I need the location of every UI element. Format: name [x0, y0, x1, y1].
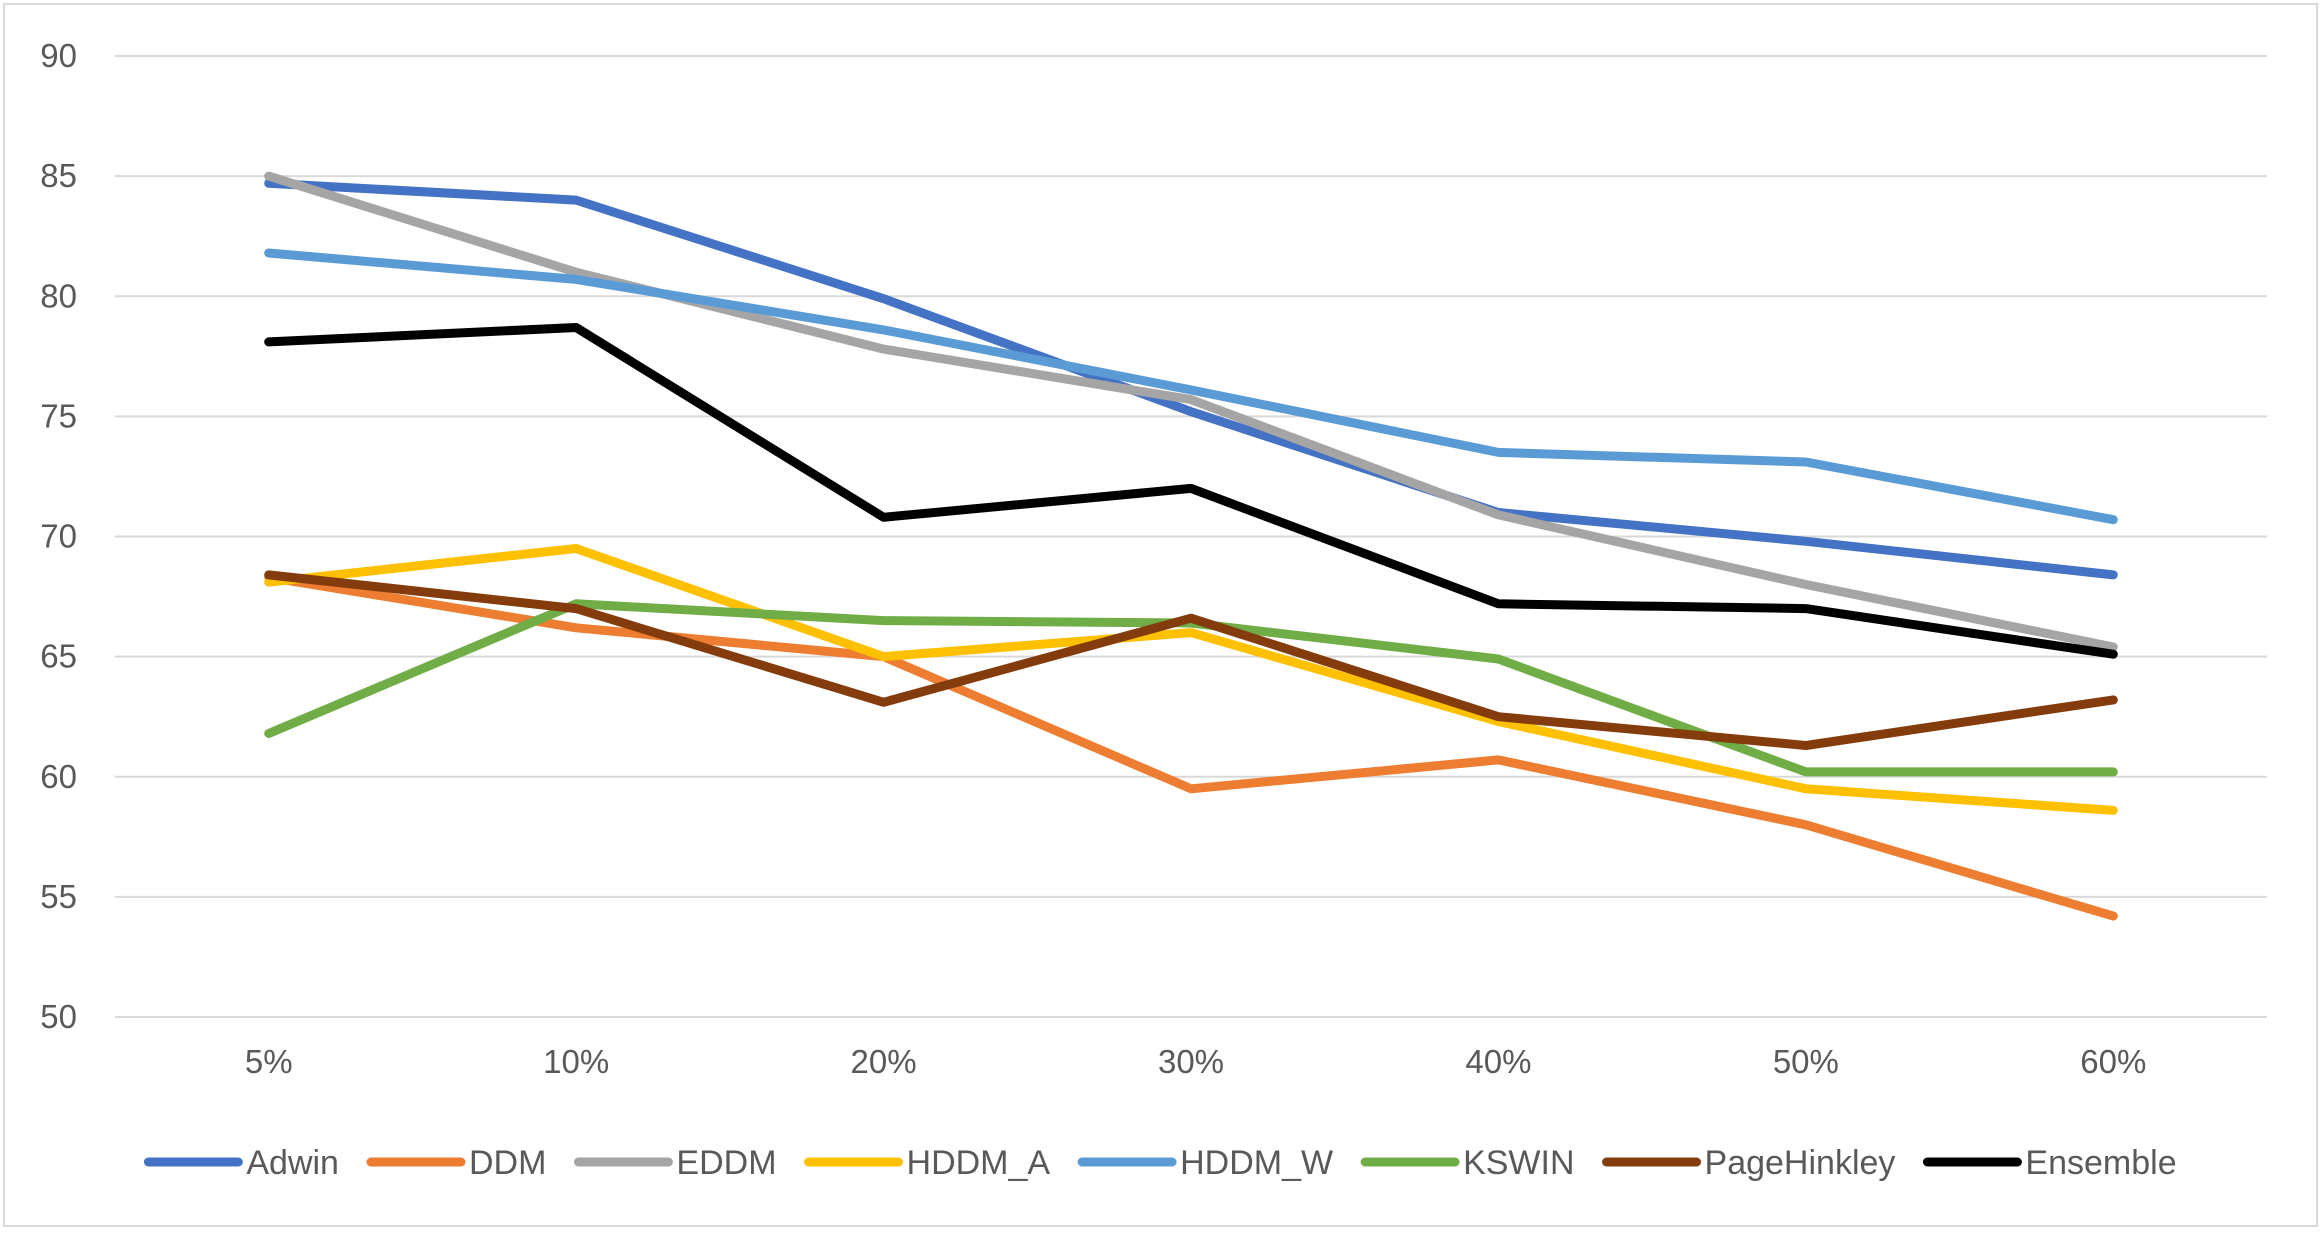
chart-frame: 50 55 60 65 70 75 80 85 90 5% 10% 20% 30% 40% 50% 60% …	[3, 3, 2318, 1227]
y-tick-label: 90	[40, 37, 77, 74]
x-axis-tick-labels: 5% 10% 20% 30% 40% 50% 60%	[245, 1043, 2146, 1080]
legend-item-adwin: Adwin	[143, 1144, 339, 1182]
legend-label: EDDM	[676, 1144, 776, 1182]
y-tick-label: 50	[40, 998, 77, 1035]
series-line-hddm-w	[264, 248, 2118, 525]
x-tick-label: 50%	[1773, 1043, 1839, 1080]
legend-item-kswin: KSWIN	[1360, 1144, 1575, 1182]
series-line-pagehinkley	[264, 570, 2118, 750]
legend-item-hddm-a: HDDM_A	[804, 1144, 1051, 1182]
x-tick-label: 60%	[2080, 1043, 2146, 1080]
y-axis-tick-labels: 50 55 60 65 70 75 80 85 90	[40, 37, 77, 1035]
series-lines	[264, 171, 2118, 921]
legend: Adwin DDM EDDM HDDM_A HDDM_W KSWIN PageHinkley…	[143, 1144, 2177, 1182]
x-tick-label: 20%	[851, 1043, 917, 1080]
legend-item-pagehinkley: PageHinkley	[1602, 1144, 1896, 1182]
y-tick-label: 65	[40, 638, 77, 675]
legend-label: PageHinkley	[1705, 1144, 1896, 1182]
y-tick-label: 80	[40, 277, 77, 314]
legend-item-ensemble: Ensemble	[1922, 1144, 2177, 1182]
y-tick-label: 70	[40, 518, 77, 555]
legend-item-ddm: DDM	[366, 1144, 546, 1182]
legend-item-hddm-w: HDDM_W	[1077, 1144, 1333, 1182]
legend-label: KSWIN	[1463, 1144, 1574, 1182]
series-line-ddm	[264, 572, 2118, 921]
series-line-ensemble	[264, 323, 2118, 659]
series-line-hddm-a	[264, 544, 2118, 815]
y-tick-label: 85	[40, 157, 77, 194]
y-tick-label: 75	[40, 397, 77, 434]
legend-label: HDDM_W	[1180, 1144, 1333, 1182]
series-line-eddm	[264, 171, 2118, 652]
legend-item-eddm: EDDM	[573, 1144, 777, 1182]
legend-label: Adwin	[246, 1144, 339, 1182]
y-tick-label: 55	[40, 878, 77, 915]
legend-label: Ensemble	[2025, 1144, 2176, 1182]
x-tick-label: 40%	[1465, 1043, 1531, 1080]
legend-label: HDDM_A	[907, 1144, 1051, 1182]
series-line-adwin	[264, 178, 2118, 580]
series-line-kswin	[264, 599, 2118, 777]
y-tick-label: 60	[40, 758, 77, 795]
gridlines	[115, 55, 2267, 1018]
legend-label: DDM	[469, 1144, 546, 1182]
x-tick-label: 5%	[245, 1043, 293, 1080]
x-tick-label: 10%	[543, 1043, 609, 1080]
x-tick-label: 30%	[1158, 1043, 1224, 1080]
